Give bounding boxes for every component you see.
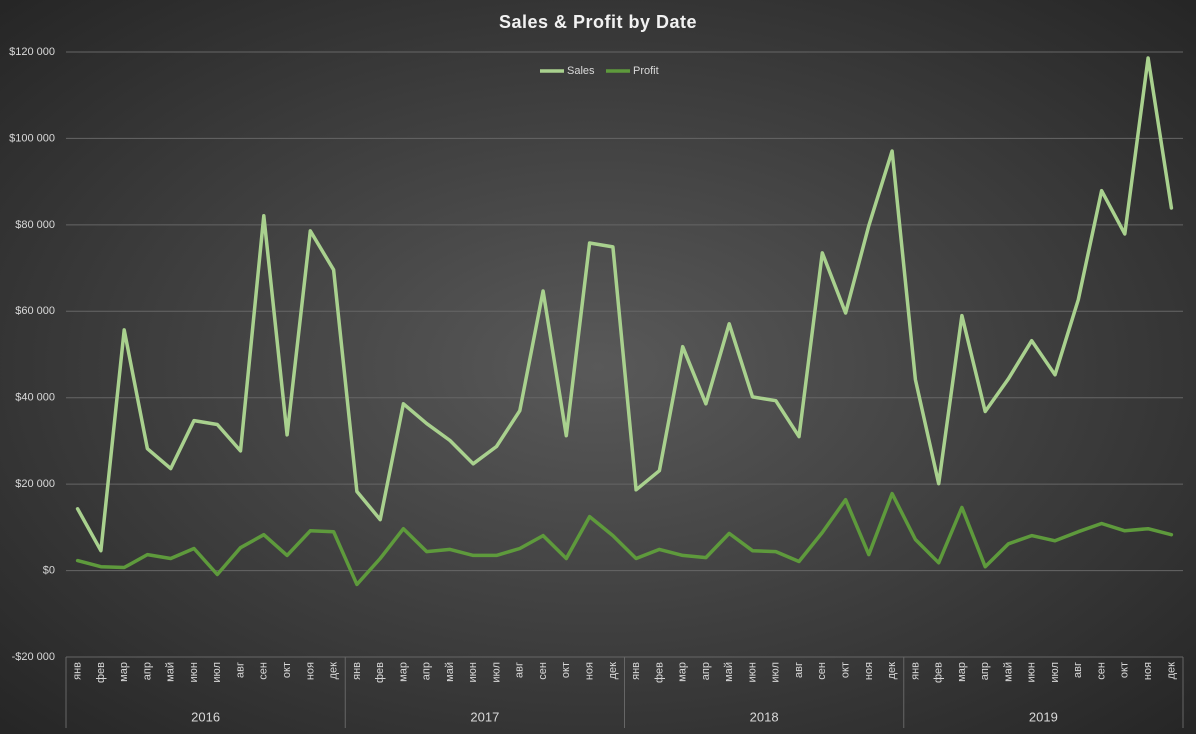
y-tick-label: $120 000 [9,46,55,58]
x-tick-label: дек [607,662,619,680]
x-tick-label: май [723,662,735,682]
x-tick-label: июл [1049,662,1061,683]
x-tick-label: мар [397,662,409,682]
x-group-label: 2017 [470,709,499,724]
y-tick-label: $60 000 [15,305,55,317]
x-tick-label: окт [1119,662,1131,678]
y-tick-label: $80 000 [15,219,55,231]
x-group-label: 2018 [750,709,779,724]
x-tick-label: янв [72,662,84,680]
x-tick-label: фев [653,662,665,683]
x-group-label: 2016 [191,709,220,724]
x-tick-label: авг [793,662,805,678]
x-tick-label: сен [258,662,270,680]
x-tick-label: мар [118,662,130,682]
x-tick-label: дек [328,662,340,680]
x-tick-label: май [1002,662,1014,682]
x-tick-label: ноя [863,662,875,680]
x-tick-label: июн [1026,662,1038,682]
x-tick-label: окт [839,662,851,678]
x-tick-label: мар [956,662,968,682]
legend-label: Sales [567,65,595,77]
x-tick-label: июн [188,662,200,682]
y-tick-label: -$20 000 [12,651,55,663]
x-tick-label: апр [421,662,433,680]
x-tick-label: янв [909,662,921,680]
y-tick-label: $40 000 [15,392,55,404]
x-tick-label: ноя [304,662,316,680]
x-tick-label: янв [351,662,363,680]
x-tick-label: май [165,662,177,682]
x-tick-label: апр [700,662,712,680]
x-tick-label: авг [1072,662,1084,678]
series-line [75,491,1174,587]
legend-label: Profit [633,65,659,77]
y-tick-label: $20 000 [15,478,55,490]
x-tick-label: фев [374,662,386,683]
x-tick-label: окт [281,662,293,678]
x-tick-label: авг [514,662,526,678]
x-tick-label: дек [1165,662,1177,680]
x-group-label: 2019 [1029,709,1058,724]
x-tick-label: янв [630,662,642,680]
x-tick-label: июл [490,662,502,683]
x-tick-label: окт [560,662,572,678]
x-tick-label: ноя [584,662,596,680]
x-tick-label: июл [770,662,782,683]
x-tick-label: фев [933,662,945,683]
x-tick-label: ноя [1142,662,1154,680]
series-line [75,56,1174,553]
x-tick-label: сен [816,662,828,680]
x-tick-label: июн [746,662,758,682]
x-tick-label: авг [234,662,246,678]
x-tick-label: дек [886,662,898,680]
x-tick-label: сен [1095,662,1107,680]
x-tick-label: сен [537,662,549,680]
chart-title: Sales & Profit by Date [499,12,697,32]
x-tick-label: май [444,662,456,682]
x-tick-label: июн [467,662,479,682]
y-tick-label: $0 [43,564,55,576]
x-tick-label: мар [677,662,689,682]
y-tick-label: $100 000 [9,132,55,144]
x-tick-label: апр [979,662,991,680]
x-tick-label: апр [141,662,153,680]
x-tick-label: июл [211,662,223,683]
x-tick-label: фев [95,662,107,683]
